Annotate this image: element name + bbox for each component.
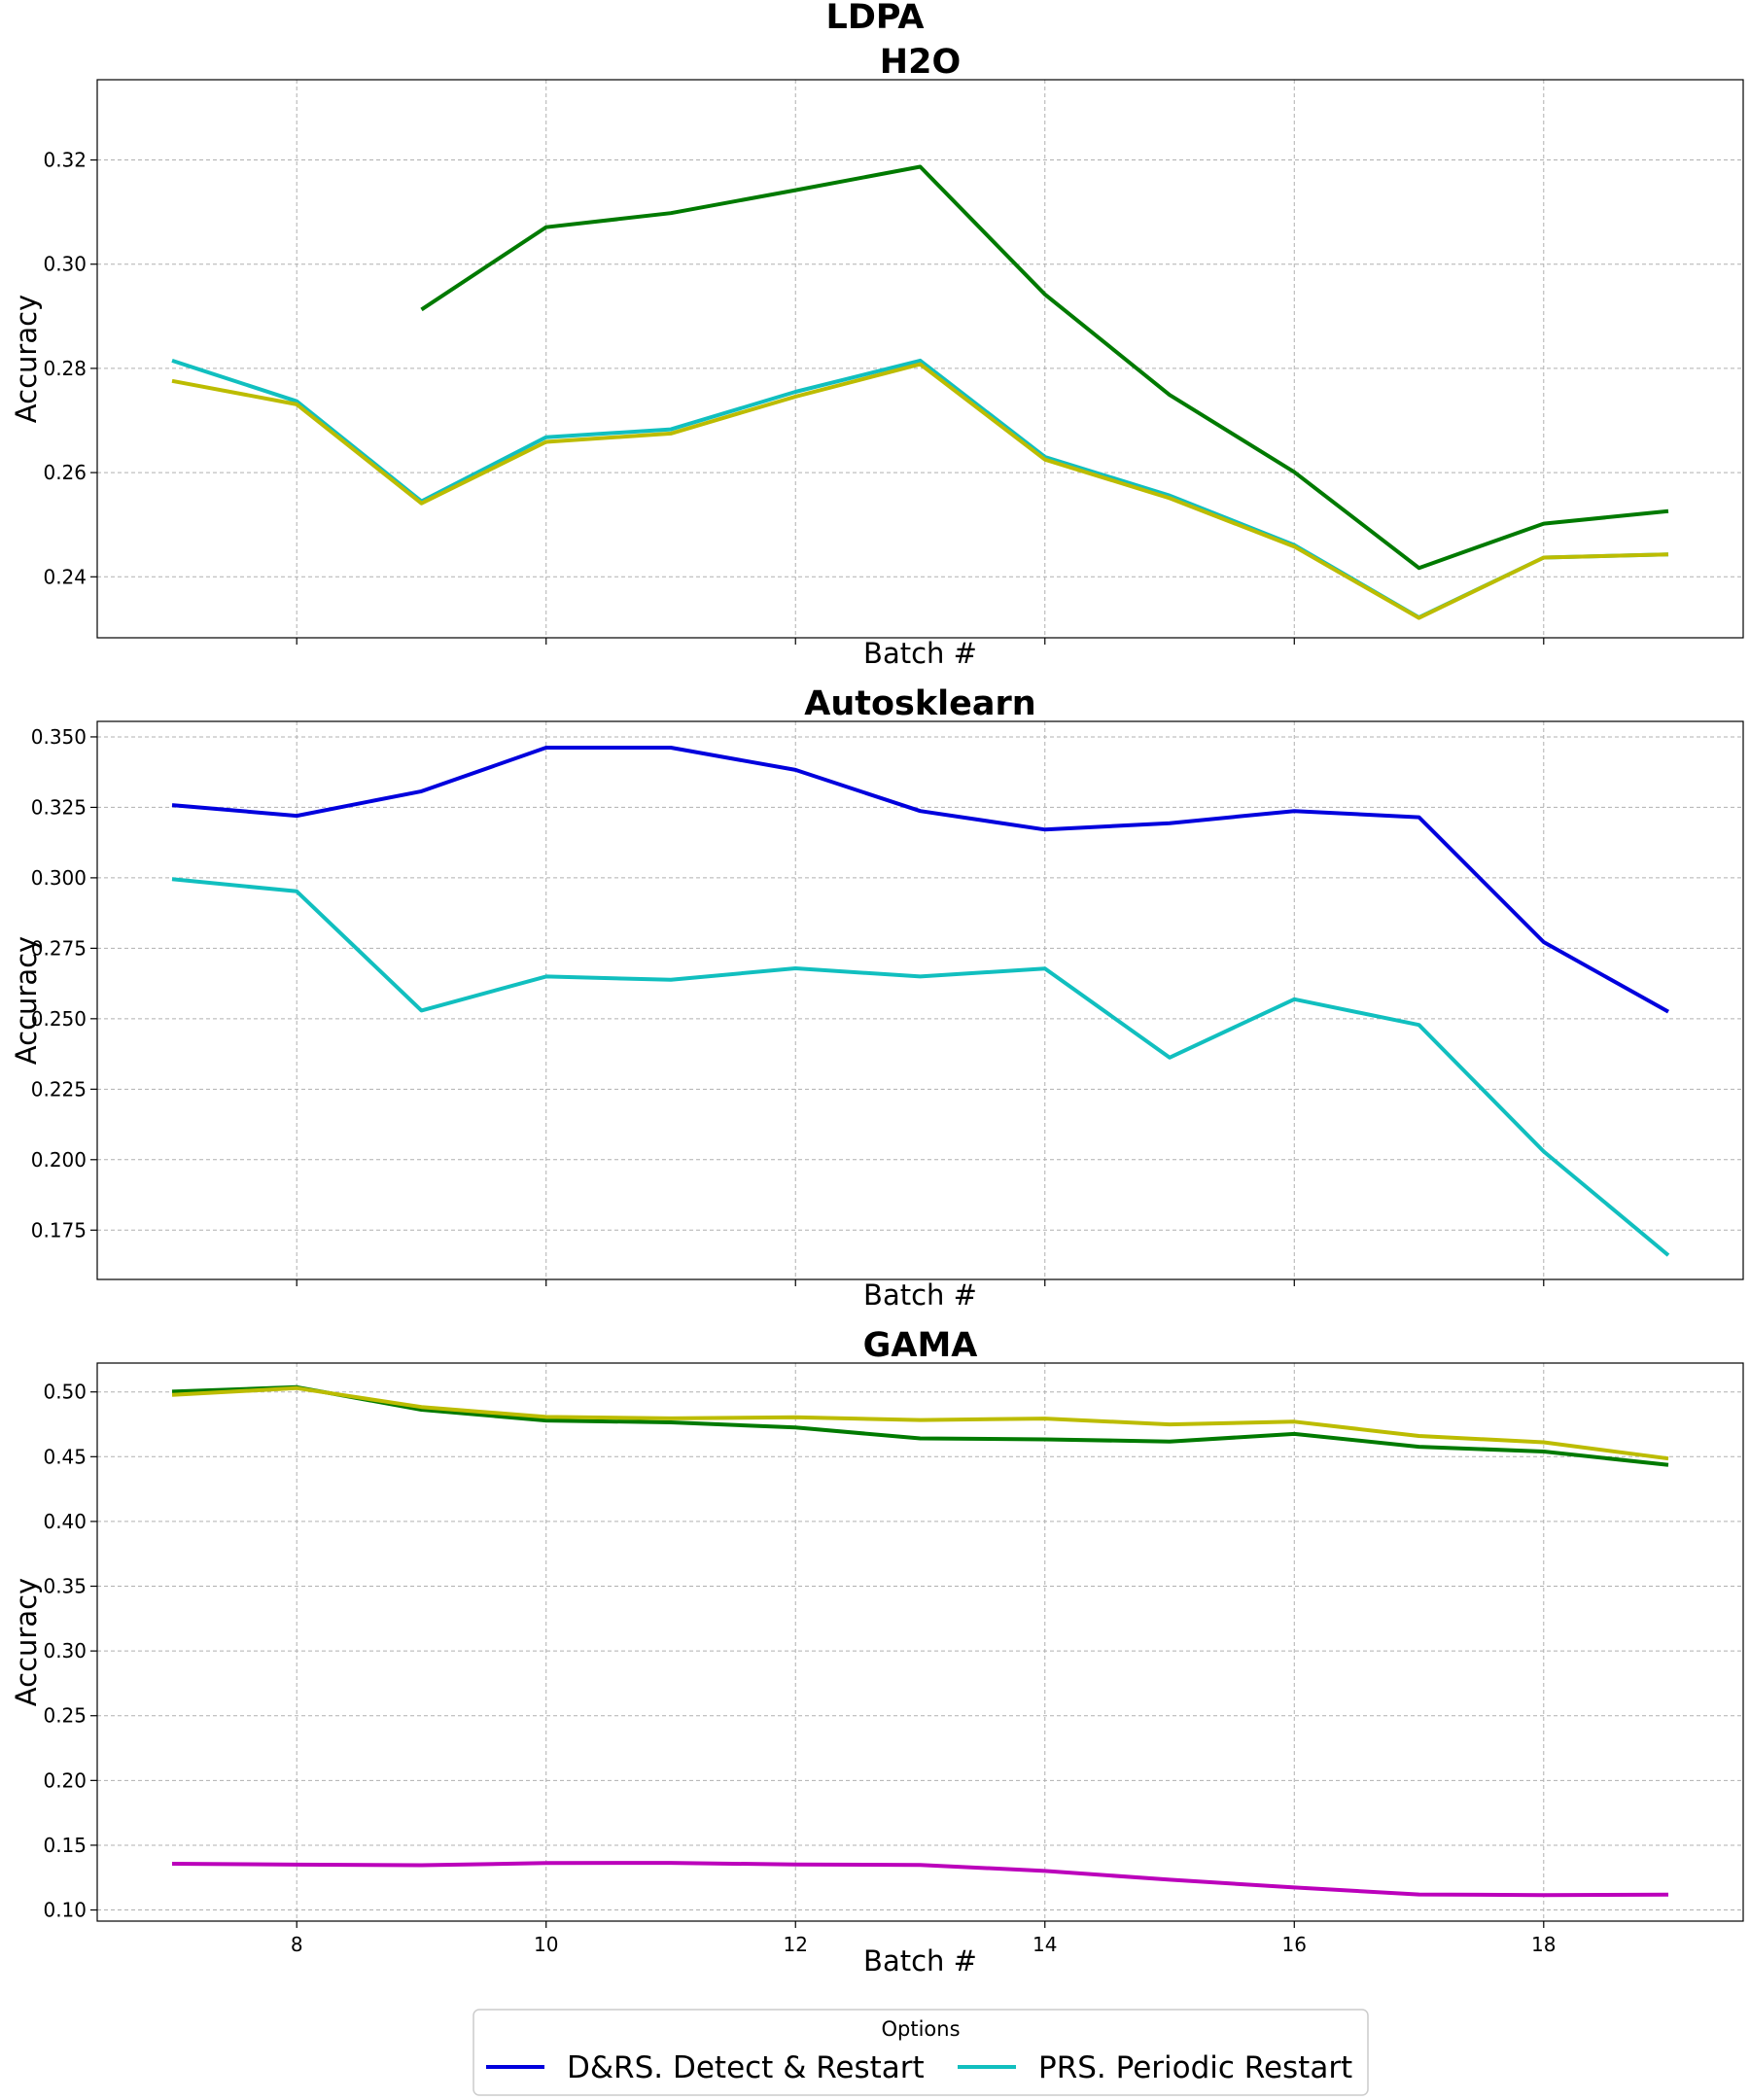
y-tick-label: 0.20 bbox=[43, 1768, 87, 1792]
y-tick-label: 0.325 bbox=[31, 795, 87, 819]
series-line-1 bbox=[171, 1384, 1669, 1467]
y-tick-label: 0.32 bbox=[43, 149, 87, 172]
x-tick-label: 16 bbox=[1282, 1933, 1307, 1956]
legend-entry-label: PRS. Periodic Restart bbox=[1038, 2050, 1352, 2085]
y-tick-label: 0.200 bbox=[31, 1148, 87, 1172]
y-tick-label: 0.350 bbox=[31, 725, 87, 749]
y-tick-label: 0.225 bbox=[31, 1077, 87, 1101]
y-tick-label: 0.10 bbox=[43, 1899, 87, 1922]
y-tick-label: 0.175 bbox=[31, 1218, 87, 1242]
panel-3: GAMA 0.10 0.15 0.20 0.25 0.30 0.35 0.40 0.45 0.50… bbox=[10, 1326, 1744, 1978]
y-tick-label: 0.28 bbox=[43, 357, 87, 380]
panel-title: H2O bbox=[880, 43, 961, 82]
plot-area-frame bbox=[96, 79, 1744, 639]
y-tick-label: 0.24 bbox=[43, 565, 87, 588]
x-tick-label: 12 bbox=[784, 1933, 808, 1956]
panel-1: H2O 0.24 0.26 0.28 0.30 0.32 Batch # Accuracy bbox=[10, 43, 1744, 670]
y-tick-label: 0.30 bbox=[43, 253, 87, 276]
plot-area-frame bbox=[96, 1362, 1744, 1922]
plot-area-frame bbox=[96, 720, 1744, 1280]
y-tick-label: 0.25 bbox=[43, 1704, 87, 1728]
x-tick-label: 18 bbox=[1531, 1933, 1556, 1956]
y-tick-label: 0.50 bbox=[43, 1381, 87, 1404]
series-line-2 bbox=[171, 1385, 1669, 1461]
y-tick-label: 0.300 bbox=[31, 866, 87, 890]
series-line-3 bbox=[171, 1861, 1669, 1898]
y-tick-label: 0.250 bbox=[31, 1007, 87, 1031]
y-tick-label: 0.45 bbox=[43, 1445, 87, 1468]
series-line-2 bbox=[171, 358, 1669, 620]
x-tick-label: 8 bbox=[291, 1933, 303, 1956]
legend-entry-label: D&RS. Detect & Restart bbox=[567, 2050, 925, 2085]
y-axis-label: Accuracy bbox=[10, 1578, 43, 1706]
y-tick-label: 0.15 bbox=[43, 1834, 87, 1857]
y-tick-label: 0.275 bbox=[31, 936, 87, 960]
series-line-2 bbox=[171, 877, 1670, 1257]
panel-title: GAMA bbox=[863, 1326, 978, 1365]
y-tick-label: 0.30 bbox=[43, 1639, 87, 1662]
y-axis-label: Accuracy bbox=[10, 936, 43, 1065]
figure-title: LDPA bbox=[826, 0, 925, 37]
series-line-3 bbox=[171, 362, 1669, 620]
series-line-1 bbox=[171, 746, 1669, 1014]
legend-box bbox=[472, 2009, 1369, 2096]
y-tick-label: 0.26 bbox=[43, 461, 87, 484]
legend-title: Options bbox=[881, 2017, 960, 2041]
panel-2: Autosklearn 0.175 0.200 0.225 0.250 0.275 0.30… bbox=[10, 684, 1744, 1312]
x-tick-label: 14 bbox=[1032, 1933, 1057, 1956]
x-axis-label: Batch # bbox=[863, 1944, 977, 1978]
y-tick-label: 0.35 bbox=[43, 1575, 87, 1598]
series-line-1 bbox=[420, 164, 1669, 571]
x-axis-label: Batch # bbox=[863, 637, 977, 670]
y-axis-label: Accuracy bbox=[10, 295, 43, 423]
y-tick-label: 0.40 bbox=[43, 1510, 87, 1533]
legend: Options D&RS. Detect & Restart PRS. Period… bbox=[472, 2009, 1369, 2096]
x-axis-label: Batch # bbox=[863, 1278, 977, 1312]
x-tick-label: 10 bbox=[534, 1933, 558, 1956]
panel-title: Autosklearn bbox=[804, 684, 1035, 723]
